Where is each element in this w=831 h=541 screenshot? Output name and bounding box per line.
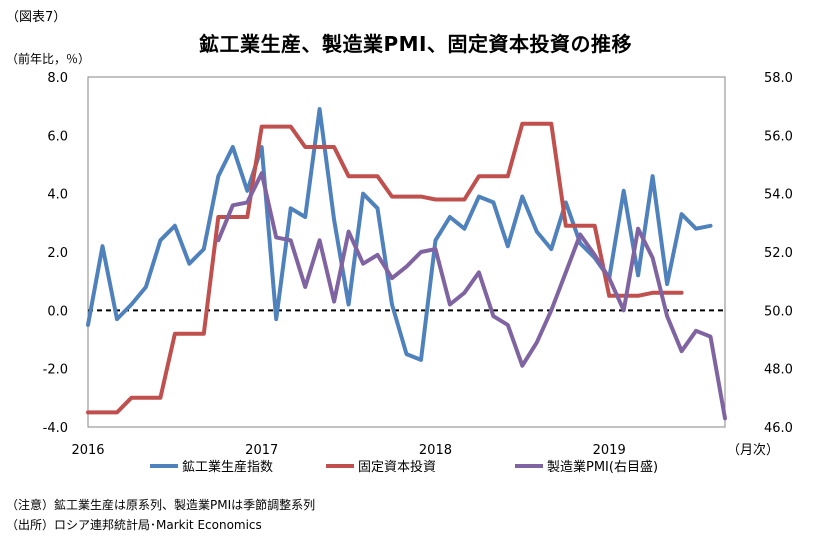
chart-title: 鉱工業生産、製造業PMI、固定資本投資の推移 [198, 32, 632, 56]
series-lines [86, 107, 727, 421]
right-tick-label: 48.0 [764, 363, 793, 378]
left-tick-label: 2.0 [47, 246, 68, 261]
x-tick-label: 2019 [593, 443, 626, 458]
left-tick-label: -4.0 [43, 421, 68, 436]
x-axis-unit-label: （月次） [727, 442, 779, 458]
footnote-source: （出所）ロシア連邦統計局･Markit Economics [6, 518, 262, 532]
plot-area-frame [87, 76, 726, 428]
right-tick-label: 50.0 [764, 304, 793, 319]
series-line-2 [86, 121, 684, 415]
legend-label-2: 固定資本投資 [358, 459, 436, 475]
x-tick-label: 2016 [71, 443, 104, 458]
right-tick-label: 52.0 [764, 246, 793, 261]
left-tick-label: 0.0 [47, 304, 68, 319]
left-tick-label: -2.0 [43, 363, 68, 378]
left-axis-unit-label: （前年比，％） [6, 52, 91, 66]
left-axis-ticks: 8.0 6.0 4.0 2.0 0.0 -2.0 -4.0 [43, 71, 68, 436]
legend: 鉱工業生産指数 固定資本投資 製造業PMI(右目盛) [150, 459, 658, 475]
left-tick-label: 6.0 [47, 129, 68, 144]
x-axis-ticks: 2016 2017 2018 2019 [71, 443, 625, 458]
right-tick-label: 46.0 [764, 421, 793, 436]
x-tick-label: 2018 [419, 443, 452, 458]
right-axis-ticks: 58.0 56.0 54.0 52.0 50.0 48.0 46.0 [764, 71, 793, 436]
series-line-1 [86, 107, 713, 362]
right-tick-label: 58.0 [764, 71, 793, 86]
left-tick-label: 4.0 [47, 188, 68, 203]
right-tick-label: 56.0 [764, 129, 793, 144]
right-tick-label: 54.0 [764, 188, 793, 203]
legend-label-1: 鉱工業生産指数 [182, 459, 273, 475]
figure-label: （図表7） [6, 10, 67, 25]
x-tick-label: 2017 [245, 443, 278, 458]
legend-label-3: 製造業PMI(右目盛) [547, 459, 658, 475]
series-line-3 [216, 171, 727, 421]
left-tick-label: 8.0 [47, 71, 68, 86]
footnote-note: （注意）鉱工業生産は原系列、製造業PMIは季節調整系列 [6, 498, 316, 512]
